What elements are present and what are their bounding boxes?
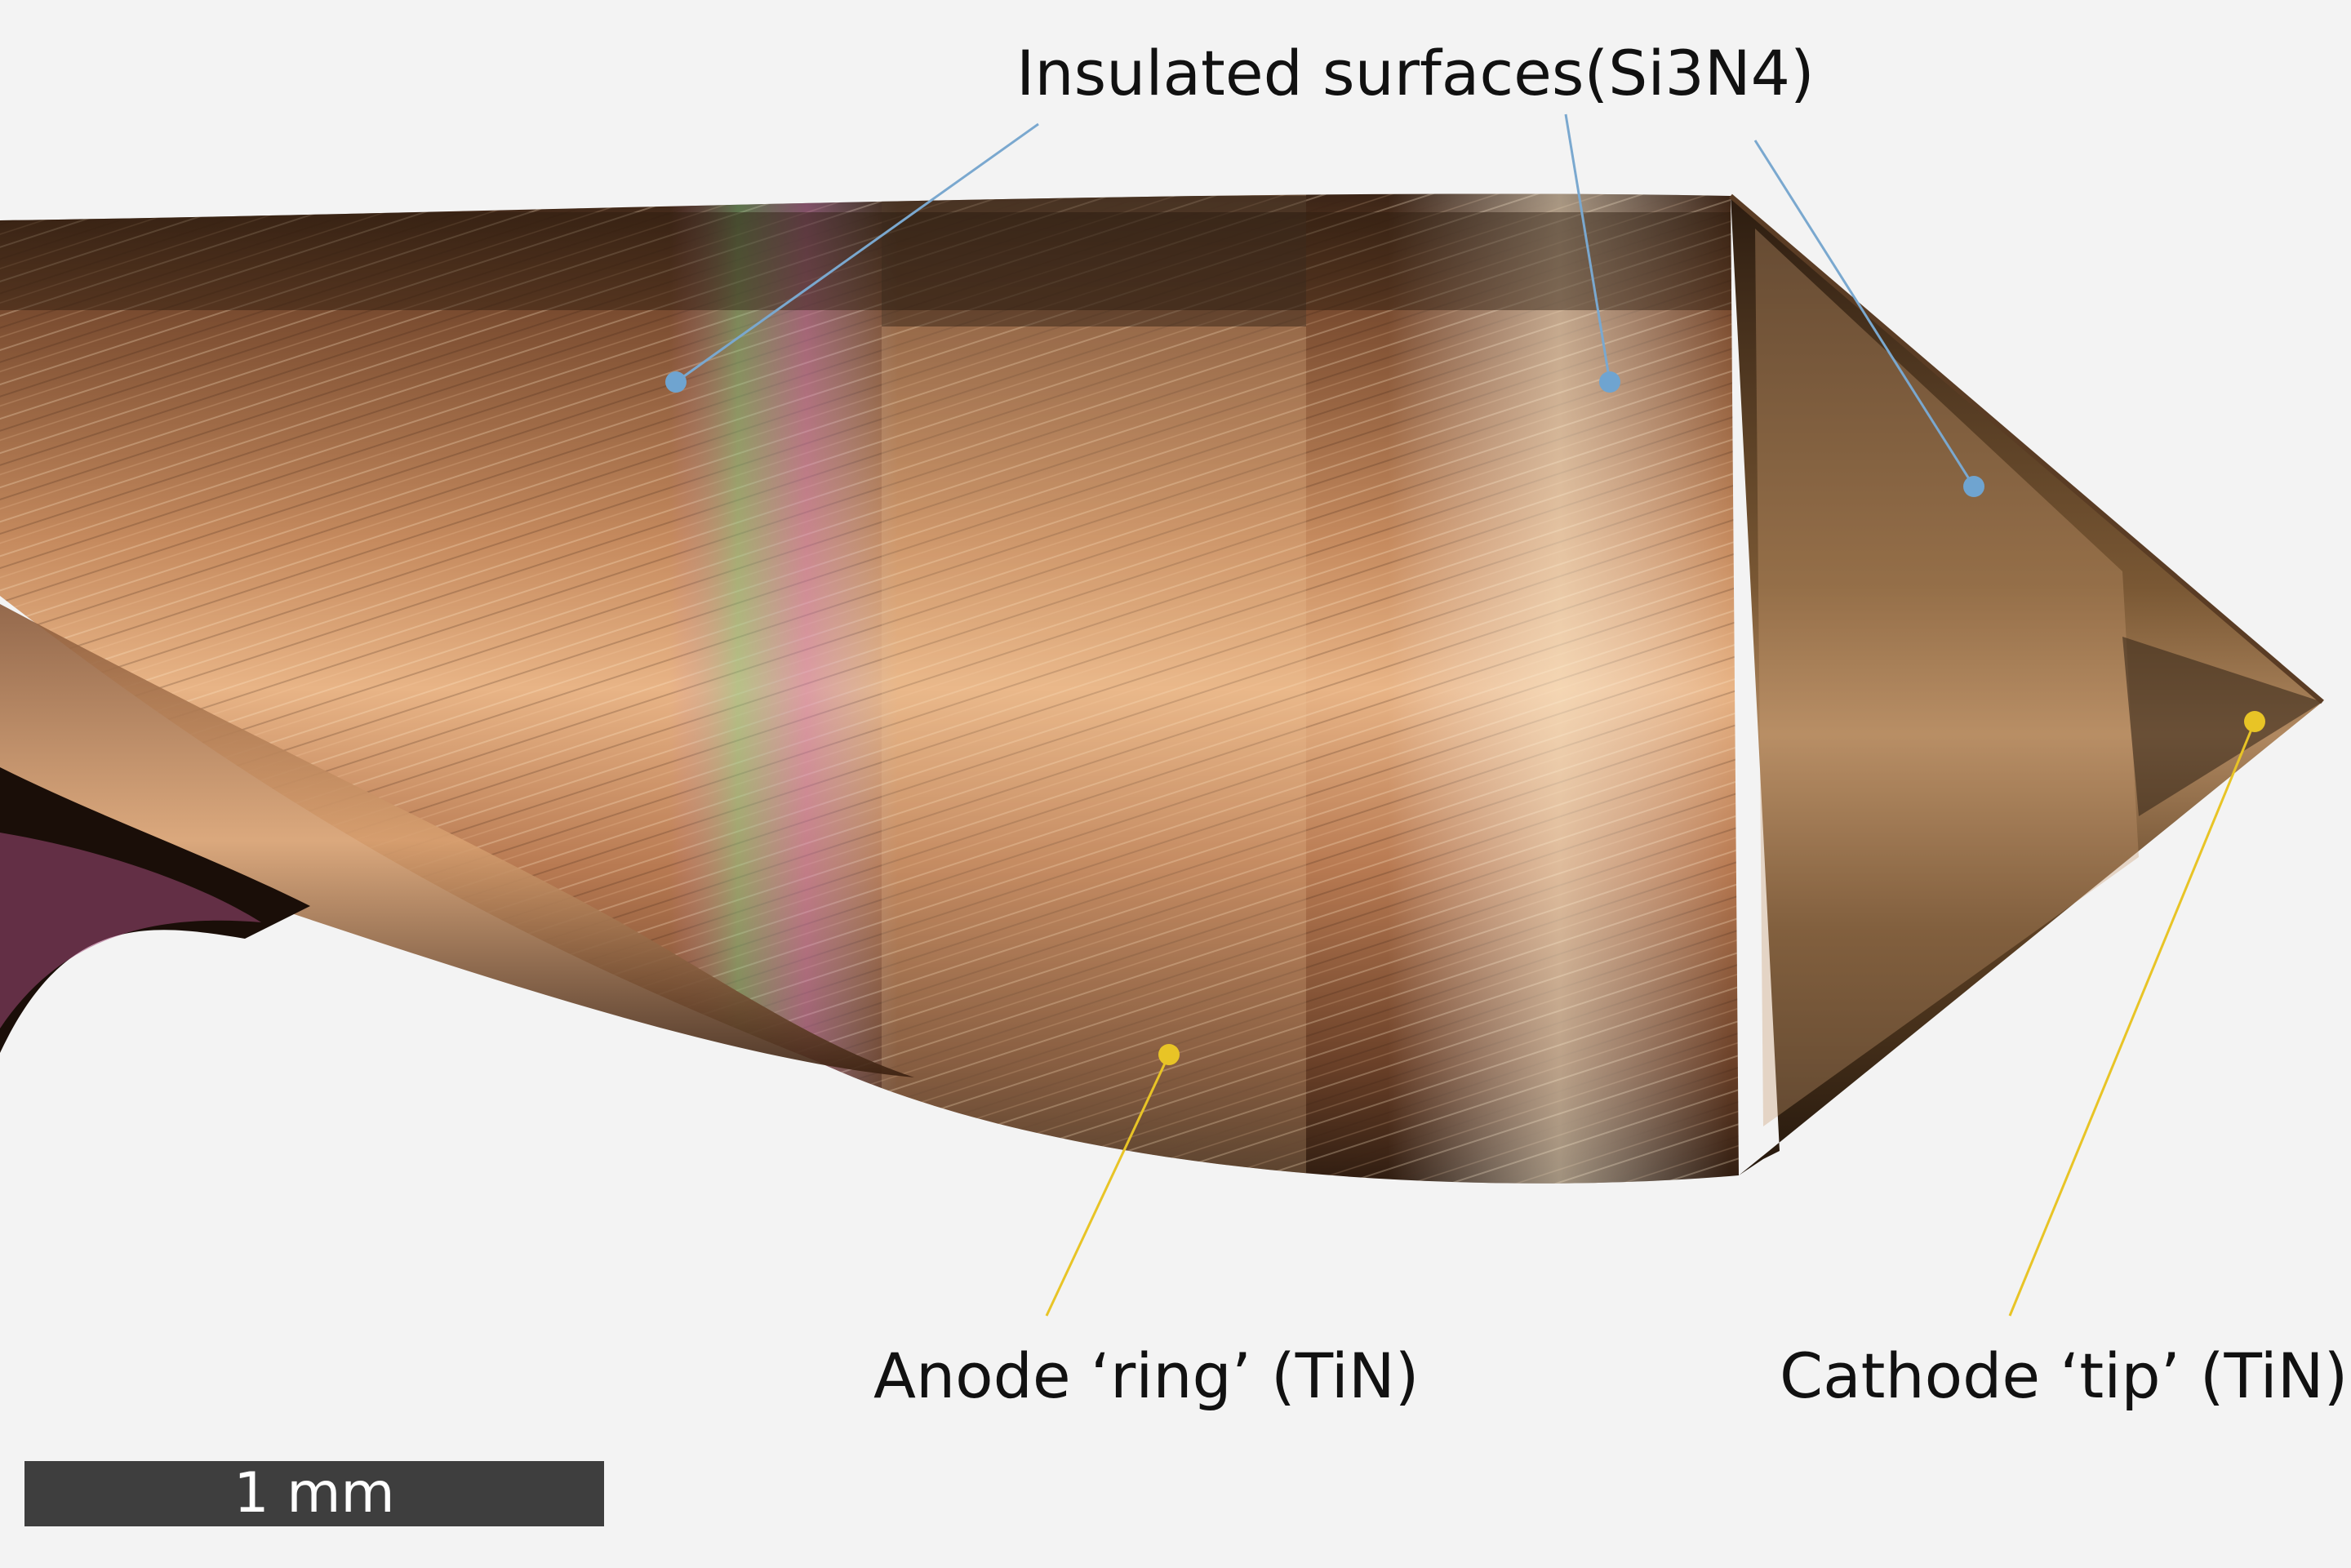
insulated-marker-3 xyxy=(1963,476,1984,497)
insulated-surfaces-label: Insulated surfaces(Si3N4) xyxy=(1016,37,1815,109)
anode-marker xyxy=(1158,1044,1180,1065)
drill-body xyxy=(0,193,1739,1184)
drill-tip xyxy=(1729,193,2324,1175)
leader-line-insulated-3 xyxy=(1753,140,1975,487)
leader-line-insulated-2 xyxy=(1564,113,1611,383)
scale-bar-label: 1 mm xyxy=(233,1461,395,1526)
leader-line-cathode xyxy=(2008,721,2256,1317)
insulated-marker-2 xyxy=(1599,371,1620,393)
scale-bar: 1 mm xyxy=(24,1461,604,1526)
insulated-marker-1 xyxy=(665,371,687,393)
leader-line-insulated-1 xyxy=(675,122,1039,384)
anode-ring-label: Anode ‘ring’ (TiN) xyxy=(873,1339,1420,1412)
cathode-marker xyxy=(2244,711,2265,732)
cathode-tip-label: Cathode ‘tip’ (TiN) xyxy=(1780,1339,2349,1412)
leader-line-anode xyxy=(1045,1054,1171,1317)
drill-flute xyxy=(0,604,914,1077)
